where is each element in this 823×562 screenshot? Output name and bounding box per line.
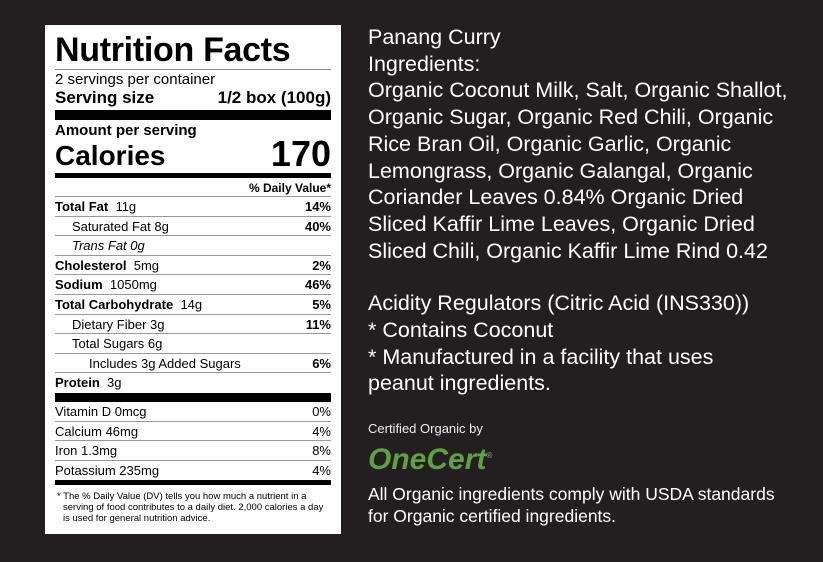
footnote: * The % Daily Value (DV) tells you how m…: [57, 491, 324, 525]
ingredient-line: Sliced Kaffir Lime Leaves, Organic Dried: [368, 211, 755, 236]
calories: Calories 170: [55, 133, 331, 174]
ingredient-line: peanut ingredients.: [368, 371, 551, 396]
nutrient-row: Saturated Fat 8g 40%: [55, 217, 331, 237]
certified-by: Certified Organic by: [368, 421, 483, 437]
nutrient-row: Trans Fat 0g: [55, 236, 331, 256]
servings-per-container: 2 servings per container: [55, 71, 216, 88]
product-name: Panang Curry: [368, 25, 501, 49]
nutrient-row: Protein 3g: [55, 375, 122, 391]
ingredient-line: Rice Bran Oil, Organic Garlic, Organic: [368, 131, 732, 156]
nutrient-row: Sodium 1050mg 46%: [55, 275, 331, 295]
ingredient-line: Lemongrass, Organic Galangal, Organic: [368, 158, 753, 183]
serving-size-value: 1/2 box (100g): [217, 88, 331, 107]
ingredients-heading: Ingredients:: [368, 51, 481, 76]
serving-size-label: Serving size: [55, 88, 155, 107]
label-title: Nutrition Facts: [55, 31, 291, 69]
vitamin-row: Iron 1.3mg 8%: [55, 441, 331, 461]
calories-value: 170: [270, 133, 331, 174]
vitamin-row: Potassium 235mg 4%: [55, 462, 331, 478]
nutrient-row: Total Sugars 6g: [55, 334, 331, 354]
ingredient-line: Coriander Leaves 0.84% Organic Dried: [368, 185, 744, 210]
calories-label: Calories: [55, 140, 166, 171]
ingredient-line: Acidity Regulators (Citric Acid (INS330)…: [368, 291, 750, 316]
logo-text: OneCert: [368, 443, 487, 477]
nutrition-facts-label: Nutrition Facts 2 servings per container…: [45, 25, 341, 534]
usda-note: All Organic ingredients comply with USDA…: [368, 484, 775, 527]
nutrient-row: Includes 3g Added Sugars 6%: [55, 354, 331, 374]
ingredient-line: * Contains Coconut: [368, 318, 554, 343]
ingredient-line: Organic Coconut Milk, Salt, Organic Shal…: [368, 78, 788, 103]
daily-value-header: % Daily Value*: [55, 180, 331, 197]
amount-per-serving: Amount per serving: [55, 122, 197, 139]
nutrient-row: Cholesterol 5mg 2%: [55, 256, 331, 276]
ingredient-line: Sliced Chili, Organic Kaffir Lime Rind 0…: [368, 238, 768, 263]
vitamin-row: Calcium 46mg 4%: [55, 422, 331, 442]
onecert-logo: OneCert®: [368, 443, 493, 477]
nutrient-row: Total Fat 11g 14%: [55, 197, 331, 217]
nutrient-row: Total Carbohydrate 14g 5%: [55, 295, 331, 315]
nutrient-row: Dietary Fiber 3g 11%: [55, 315, 331, 335]
vitamin-row: Vitamin D 0mcg 0%: [55, 402, 331, 422]
ingredient-line: Organic Sugar, Organic Red Chili, Organi…: [368, 105, 774, 130]
ingredient-line: * Manufactured in a facility that uses: [368, 344, 714, 369]
ingredients-panel: Panang Curry Ingredients: Organic Coconu…: [368, 24, 818, 527]
serving-size: Serving size 1/2 box (100g): [55, 88, 331, 107]
